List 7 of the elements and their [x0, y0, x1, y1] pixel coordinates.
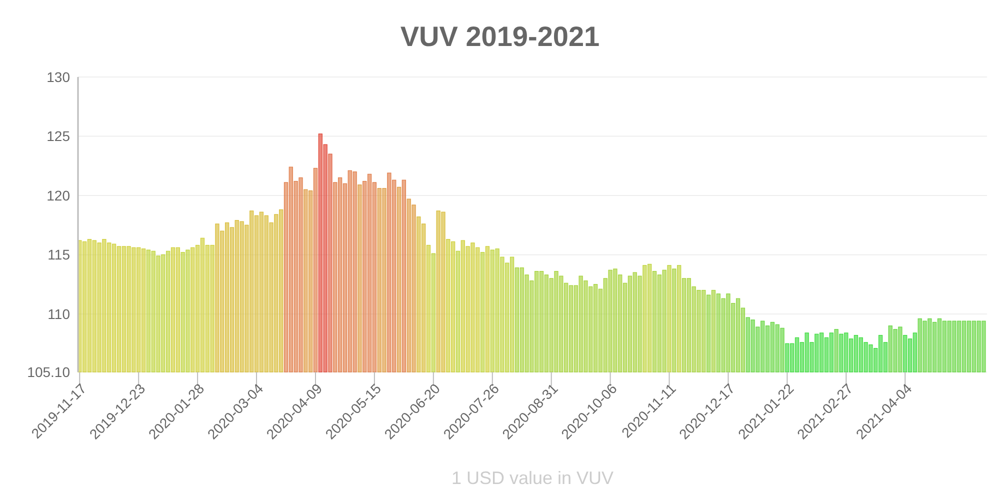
y-tick-label: 130 — [46, 68, 70, 85]
y-tick-label: 125 — [46, 128, 70, 144]
y-tick-label: 110 — [48, 306, 70, 322]
y-tick-label: 120 — [46, 187, 70, 204]
y-tick-label: 105.10 — [27, 364, 70, 380]
y-tick-label: 115 — [48, 246, 70, 263]
chart-title: VUV 2019-2021 — [400, 21, 600, 52]
